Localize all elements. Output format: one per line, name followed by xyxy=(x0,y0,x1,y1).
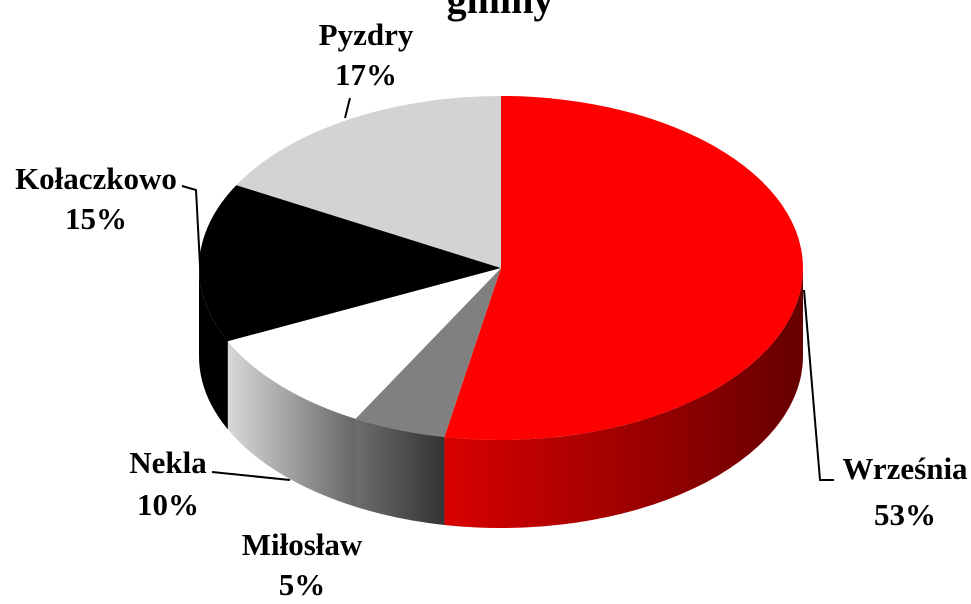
slice-label: Miłosław xyxy=(242,527,363,562)
slice-value: 10% xyxy=(137,487,199,522)
slice xyxy=(198,185,501,342)
slice-value: 5% xyxy=(279,567,326,602)
slice-side-shade xyxy=(444,268,803,528)
slice-value: 53% xyxy=(874,497,936,532)
leader-line xyxy=(803,289,834,481)
slice-label: Nekla xyxy=(129,445,207,480)
slice xyxy=(355,268,501,437)
leader-line xyxy=(181,185,201,266)
slice xyxy=(444,95,804,440)
labels: Września 53% Miłosław 5% Nekla 10% Kołac… xyxy=(15,17,968,602)
leader-lines xyxy=(181,97,834,481)
slice-side-shade xyxy=(355,418,445,525)
slice-label: Kołaczkowo xyxy=(15,161,177,196)
slice-label: Września xyxy=(842,451,968,486)
slice-side-shade xyxy=(227,341,356,507)
slice xyxy=(227,268,501,419)
chart-title: gminy xyxy=(447,0,554,22)
leader-line xyxy=(344,97,351,119)
slice-value: 15% xyxy=(65,201,127,236)
slice-label: Pyzdry xyxy=(319,17,414,52)
slice-side-shade xyxy=(199,268,228,430)
leader-line xyxy=(211,471,291,481)
slice-value: 17% xyxy=(335,57,397,92)
slice-tops xyxy=(198,95,804,440)
pie xyxy=(198,95,804,528)
slice xyxy=(236,96,501,268)
slice-sides xyxy=(199,268,803,528)
